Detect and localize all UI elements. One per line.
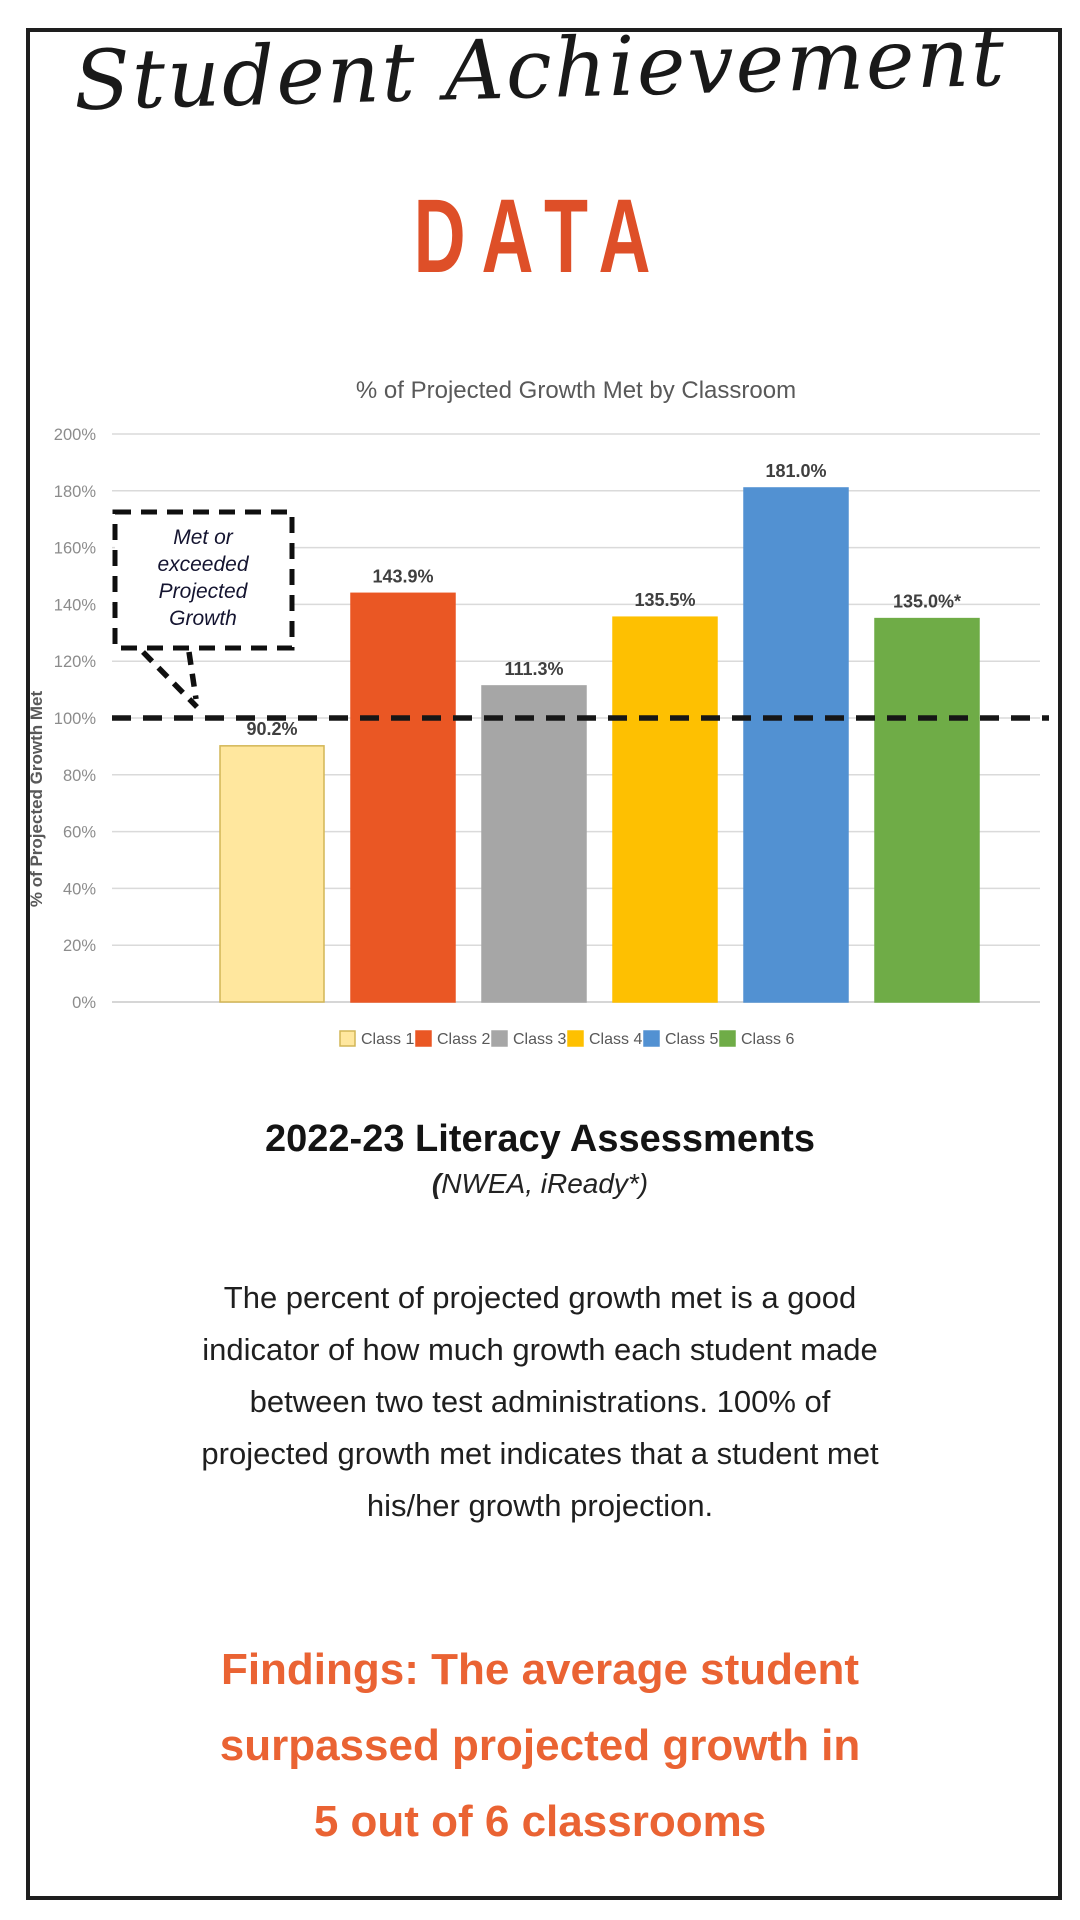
callout-text-line: Met or <box>173 526 234 549</box>
bar-value-label: 135.5% <box>634 590 695 610</box>
callout-box <box>112 509 295 651</box>
legend-marker <box>567 1030 584 1047</box>
legend-label: Class 6 <box>741 1031 794 1048</box>
legend-label: Class 4 <box>589 1031 642 1048</box>
section-title: 2022-23 Literacy Assessments <box>265 1118 815 1160</box>
bar-class-6 <box>874 617 980 1003</box>
y-axis-title: % of Projected Growth Met <box>27 691 46 908</box>
legend-label: Class 1 <box>361 1031 414 1048</box>
legend-marker <box>339 1030 356 1047</box>
y-tick-label: 60% <box>63 824 96 842</box>
y-tick-label: 140% <box>54 596 97 614</box>
bar-class-5 <box>743 487 849 1003</box>
y-tick-label: 40% <box>63 880 96 898</box>
y-tick-label: 0% <box>72 994 96 1012</box>
bar-class-4 <box>612 616 718 1003</box>
findings-line: Findings: The average student <box>220 1645 860 1694</box>
callout-tail-right <box>186 651 199 700</box>
chart-canvas: 0% 20% 40% 60% 80% 100% 120% 140% 160% 180% 200% % … <box>27 377 1049 1048</box>
paragraph-line: The percent of projected growth met is a… <box>223 1280 857 1315</box>
bar-class-2 <box>350 592 456 1003</box>
legend-marker <box>719 1030 736 1047</box>
y-tick-label: 180% <box>54 483 97 501</box>
bar-value-label: 135.0%* <box>893 592 961 612</box>
chart-title: % of Projected Growth Met by Classroom <box>356 377 796 404</box>
legend-label: Class 2 <box>437 1031 490 1048</box>
bar-value-label: 90.2% <box>246 719 297 739</box>
bar-value-label: 111.3% <box>504 659 563 679</box>
callout-text-line: Projected <box>159 580 249 603</box>
legend-label: Class 3 <box>513 1031 566 1048</box>
paragraph-line: his/her growth projection. <box>366 1488 714 1523</box>
paragraph-line: between two test administrations. 100% o… <box>249 1384 831 1419</box>
callout-tail-left <box>141 650 199 709</box>
y-tick-label: 200% <box>54 426 97 444</box>
y-tick-label: 100% <box>54 710 97 728</box>
bar-value-label: 181.0% <box>765 461 826 481</box>
findings-line: surpassed projected growth in <box>219 1721 861 1770</box>
growth-bar-chart: 0% 20% 40% 60% 80% 100% 120% 140% 160% 180% 200% % … <box>0 330 1080 1070</box>
y-tick-label: 20% <box>63 937 96 955</box>
callout-text-line: Growth <box>169 607 237 630</box>
findings-statement: Findings: The average student surpassed … <box>90 1632 990 1860</box>
y-tick-label: 160% <box>54 540 97 558</box>
subtitle-open-paren: ( <box>431 1168 442 1199</box>
paragraph-line: projected growth met indicates that a st… <box>201 1436 879 1471</box>
findings-line: 5 out of 6 classrooms <box>313 1797 767 1846</box>
legend-marker <box>491 1030 508 1047</box>
bar-class-3 <box>481 685 587 1003</box>
explainer-paragraph: The percent of projected growth met is a… <box>70 1272 1010 1532</box>
paragraph-line: indicator of how much growth each studen… <box>202 1332 878 1367</box>
y-tick-label: 120% <box>54 653 97 671</box>
section-subtitle: (NWEA, iReady*) <box>0 1168 1080 1200</box>
bar-class-1 <box>219 745 325 1003</box>
subtitle-text: NWEA, iReady*) <box>441 1168 649 1199</box>
y-tick-label: 80% <box>63 767 96 785</box>
callout-text-line: exceeded <box>157 553 249 576</box>
legend-label: Class 5 <box>665 1031 718 1048</box>
legend-marker <box>415 1030 432 1047</box>
data-word-title: DATA <box>413 177 667 296</box>
legend-marker <box>643 1030 660 1047</box>
bar-value-label: 143.9% <box>372 566 433 586</box>
